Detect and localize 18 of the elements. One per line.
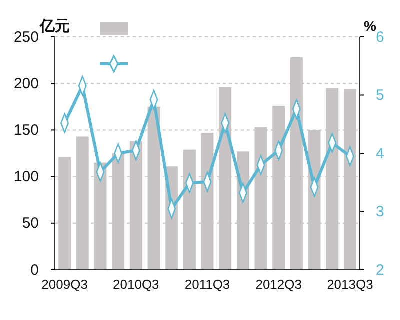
x-tick-label: 2012Q3: [256, 277, 302, 292]
y-tick-label: 100: [14, 168, 39, 186]
y-tick-label: 150: [14, 122, 39, 139]
x-tick-label: 2011Q3: [184, 277, 230, 292]
y-tick-label: 250: [14, 28, 39, 46]
y-axis-title: 亿元: [39, 18, 70, 35]
y-tick-label: 50: [22, 215, 39, 232]
y-tick-label: 200: [14, 75, 39, 92]
y-tick-label: 0: [30, 262, 39, 279]
x-tick-label: 2010Q3: [113, 277, 160, 292]
y2-tick-label: 4: [376, 145, 384, 162]
y2-tick-label: 2: [376, 262, 384, 279]
y2-tick-label: 6: [376, 28, 384, 46]
y2-tick-label: 5: [376, 87, 384, 104]
y2-axis-title: %: [364, 18, 377, 34]
x-tick-label: 2013Q3: [327, 277, 374, 292]
x-tick-label: 2009Q3: [42, 277, 88, 292]
y2-tick-label: 3: [376, 204, 384, 221]
